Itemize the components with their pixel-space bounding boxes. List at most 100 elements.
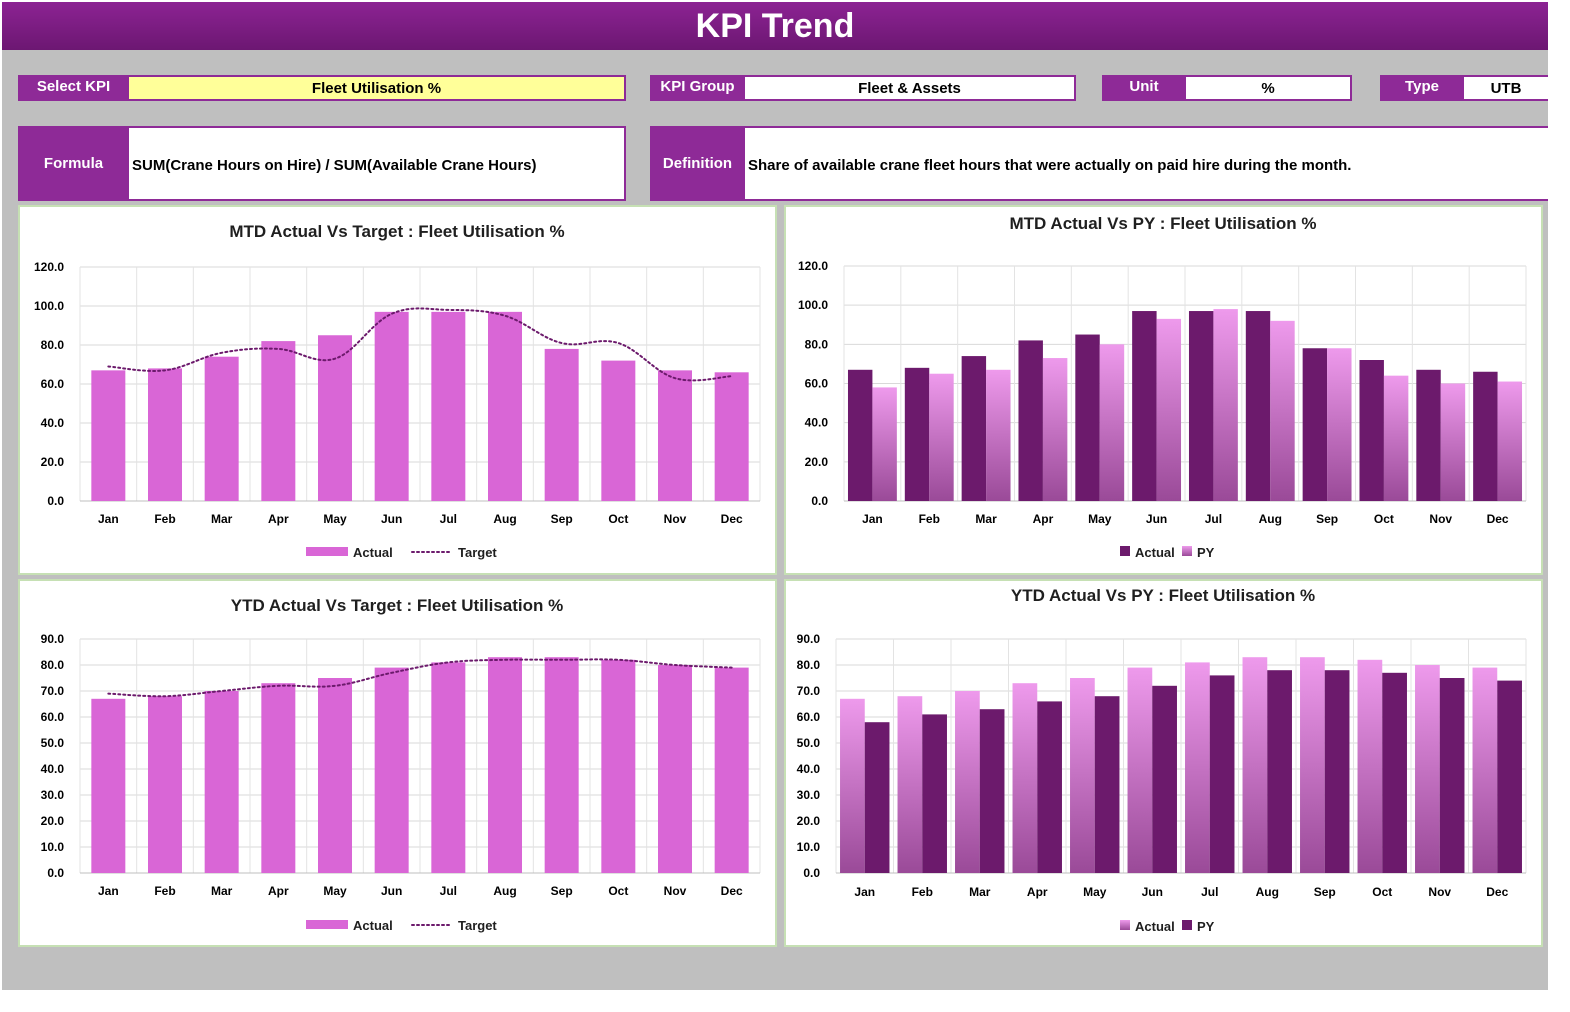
- x-tick-label: Jan: [862, 512, 883, 526]
- bar-actual-dec: [714, 372, 749, 501]
- bar-actual-nov: [1415, 665, 1440, 873]
- x-tick-label: Dec: [721, 884, 743, 898]
- y-tick-label: 40.0: [805, 416, 829, 430]
- y-tick-label: 50.0: [41, 736, 65, 750]
- x-tick-label: Dec: [1487, 512, 1509, 526]
- x-tick-label: Apr: [1027, 885, 1048, 899]
- bar-actual-jun: [374, 311, 409, 501]
- select-kpi-dropdown[interactable]: Fleet Utilisation %: [129, 75, 626, 101]
- legend-label-actual: Actual: [353, 545, 393, 560]
- mtd-actual-vs-target-svg: MTD Actual Vs Target : Fleet Utilisation…: [34, 222, 761, 560]
- chart-title: YTD Actual Vs Target : Fleet Utilisation…: [231, 596, 564, 615]
- bar-actual-aug: [488, 311, 522, 501]
- bar-actual-aug: [1245, 311, 1271, 501]
- x-tick-label: Mar: [975, 512, 997, 526]
- x-tick-label: Sep: [1314, 885, 1336, 899]
- x-tick-label: Jul: [1201, 885, 1218, 899]
- x-tick-label: Jan: [854, 885, 875, 899]
- definition-label: Definition: [650, 126, 745, 201]
- y-tick-label: 100.0: [798, 298, 828, 312]
- x-tick-label: Mar: [211, 512, 233, 526]
- bar-actual-jan: [840, 698, 865, 873]
- bar-actual-may: [318, 335, 352, 501]
- x-tick-label: May: [323, 884, 347, 898]
- kpi-group-label: KPI Group: [650, 75, 745, 101]
- legend-label-actual: Actual: [1135, 545, 1175, 560]
- y-tick-label: 30.0: [797, 788, 821, 802]
- y-tick-label: 20.0: [41, 814, 65, 828]
- y-tick-label: 0.0: [47, 866, 64, 880]
- bar-py-sep: [1324, 670, 1350, 873]
- y-tick-label: 90.0: [797, 632, 821, 646]
- y-tick-label: 70.0: [797, 684, 821, 698]
- x-tick-label: Sep: [551, 884, 573, 898]
- x-tick-label: Oct: [608, 884, 628, 898]
- bar-actual-dec: [1473, 371, 1498, 501]
- ytd-actual-vs-target-svg: YTD Actual Vs Target : Fleet Utilisation…: [41, 596, 761, 933]
- x-tick-label: Apr: [268, 884, 289, 898]
- x-tick-label: Nov: [1428, 885, 1451, 899]
- x-tick-label: Sep: [1316, 512, 1338, 526]
- legend-swatch-actual: [1120, 546, 1130, 556]
- y-tick-label: 60.0: [41, 710, 65, 724]
- x-tick-label: Oct: [608, 512, 628, 526]
- mtd-actual-vs-py-chart: MTD Actual Vs PY : Fleet Utilisation % 0.…: [784, 205, 1543, 575]
- legend-label-py: PY: [1197, 545, 1215, 560]
- legend-label-actual: Actual: [1135, 919, 1175, 934]
- x-tick-label: Feb: [912, 885, 933, 899]
- formula-value: SUM(Crane Hours on Hire) / SUM(Available…: [129, 126, 626, 201]
- y-tick-label: 60.0: [41, 377, 65, 391]
- x-tick-label: Aug: [493, 884, 516, 898]
- bar-actual-dec: [1472, 667, 1498, 873]
- type-label: Type: [1380, 75, 1464, 101]
- bar-py-aug: [1270, 320, 1295, 501]
- bar-py-jun: [1152, 685, 1177, 873]
- legend-swatch-py: [1182, 546, 1192, 556]
- y-tick-label: 40.0: [41, 416, 65, 430]
- x-tick-label: Feb: [919, 512, 940, 526]
- x-tick-label: Jun: [1142, 885, 1163, 899]
- y-tick-label: 100.0: [34, 299, 64, 313]
- x-tick-label: Apr: [268, 512, 289, 526]
- bar-actual-may: [1075, 334, 1100, 501]
- x-tick-label: Feb: [154, 512, 175, 526]
- bar-actual-sep: [544, 657, 579, 873]
- chart-title: MTD Actual Vs Target : Fleet Utilisation…: [229, 222, 564, 241]
- bar-actual-jun: [1132, 311, 1157, 501]
- x-tick-label: May: [1083, 885, 1107, 899]
- legend-swatch-actual: [306, 920, 348, 929]
- bar-actual-oct: [1357, 659, 1383, 873]
- y-tick-label: 70.0: [41, 684, 65, 698]
- bar-actual-apr: [261, 683, 296, 873]
- legend-swatch-actual: [1120, 920, 1130, 930]
- x-tick-label: Aug: [1259, 512, 1282, 526]
- legend-label-target: Target: [458, 918, 497, 933]
- bar-py-nov: [1439, 678, 1465, 873]
- x-tick-label: Nov: [1429, 512, 1452, 526]
- y-tick-label: 120.0: [34, 260, 64, 274]
- x-tick-label: Jun: [381, 884, 402, 898]
- x-tick-label: May: [323, 512, 347, 526]
- y-tick-label: 0.0: [811, 494, 828, 508]
- bar-py-feb: [929, 373, 954, 501]
- x-tick-label: Feb: [154, 884, 175, 898]
- bar-actual-apr: [1018, 340, 1043, 501]
- bar-actual-oct: [1359, 360, 1384, 501]
- y-tick-label: 80.0: [805, 337, 829, 351]
- ytd-actual-vs-py-svg: YTD Actual Vs PY : Fleet Utilisation % 0.…: [797, 586, 1527, 934]
- ytd-actual-vs-py-chart: YTD Actual Vs PY : Fleet Utilisation % 0.…: [784, 579, 1543, 947]
- bar-py-jan: [872, 387, 897, 501]
- chart-title: MTD Actual Vs PY : Fleet Utilisation %: [1010, 214, 1317, 233]
- bar-actual-may: [318, 678, 352, 873]
- dashboard-sheet: KPI Trend Select KPI Fleet Utilisation %…: [2, 2, 1548, 990]
- bar-py-sep: [1327, 348, 1352, 501]
- y-tick-label: 80.0: [41, 338, 65, 352]
- y-tick-label: 80.0: [41, 658, 65, 672]
- legend-label-py: PY: [1197, 919, 1215, 934]
- x-tick-label: Jun: [381, 512, 402, 526]
- x-tick-label: Oct: [1372, 885, 1392, 899]
- x-tick-label: Dec: [721, 512, 743, 526]
- x-tick-label: Dec: [1486, 885, 1508, 899]
- bar-actual-aug: [488, 657, 522, 873]
